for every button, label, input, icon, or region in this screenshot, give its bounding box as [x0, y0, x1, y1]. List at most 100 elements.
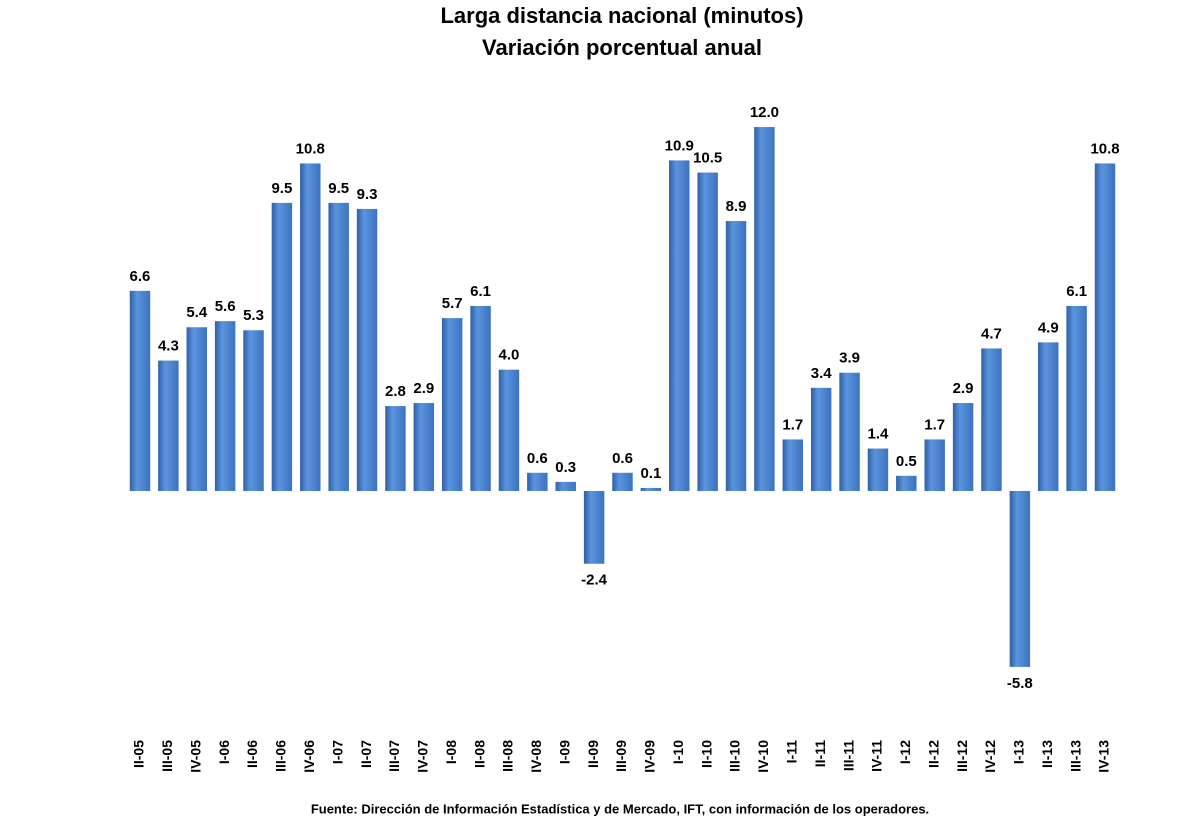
x-tick-label: II-13	[1039, 740, 1055, 768]
bar	[413, 403, 435, 491]
value-label: 6.6	[130, 268, 151, 285]
value-label: 5.4	[186, 304, 208, 321]
value-label: 2.8	[385, 383, 406, 400]
value-label: 2.9	[953, 380, 974, 397]
value-label: 0.1	[640, 465, 661, 482]
bar	[612, 472, 633, 491]
source-note: Fuente: Dirección de Información Estadís…	[311, 801, 929, 816]
bar	[896, 475, 917, 491]
x-tick-label: I-08	[443, 740, 459, 764]
x-tick-label: II-06	[244, 740, 260, 768]
x-tick-label: IV-05	[187, 740, 203, 773]
x-tick-label: II-05	[131, 740, 147, 768]
x-tick-label: III-06	[273, 740, 289, 772]
value-label: 0.6	[527, 450, 548, 467]
bar	[952, 403, 974, 491]
bar	[782, 439, 804, 491]
value-label: 5.7	[442, 295, 463, 312]
x-tick-label: I-13	[1011, 740, 1027, 764]
bar	[839, 372, 860, 491]
value-label: 6.1	[470, 283, 491, 300]
value-label: 0.5	[896, 453, 917, 470]
bar	[981, 348, 1002, 491]
x-tick-label: III-12	[954, 740, 970, 772]
value-label: -2.4	[581, 572, 608, 589]
bar	[470, 305, 491, 491]
x-tick-label: I-06	[216, 740, 232, 764]
bar	[867, 448, 889, 491]
x-tick-label: II-08	[471, 740, 487, 768]
x-tick-label: III-08	[500, 740, 516, 772]
x-tick-label: III-10	[727, 740, 743, 772]
x-tick-label: IV-06	[301, 740, 317, 773]
x-tick-label: III-07	[386, 740, 402, 772]
x-tick-label: I-07	[329, 740, 345, 764]
x-tick-label: IV-12	[982, 740, 998, 773]
bar	[271, 202, 293, 491]
value-label: 1.7	[924, 416, 945, 433]
x-tick-label: III-05	[159, 740, 175, 772]
bar	[697, 172, 718, 491]
bar	[1009, 490, 1031, 667]
x-tick-label: I-10	[670, 740, 686, 764]
bar	[725, 221, 747, 491]
bar	[810, 387, 832, 491]
value-label: 0.3	[555, 459, 576, 476]
value-label: 10.9	[665, 137, 694, 154]
x-tick-label: II-09	[585, 740, 601, 768]
bar	[1066, 305, 1087, 491]
bar	[356, 208, 378, 491]
x-tick-label: IV-11	[869, 740, 885, 772]
x-tick-label: IV-13	[1096, 740, 1112, 773]
value-label: 8.9	[726, 198, 747, 215]
bar	[214, 321, 236, 491]
bar	[300, 163, 321, 491]
bar	[158, 360, 179, 491]
bar	[1038, 342, 1059, 491]
bar	[640, 487, 662, 491]
bar	[669, 160, 690, 491]
x-tick-label: IV-08	[528, 740, 544, 773]
x-tick-label: IV-10	[755, 740, 771, 773]
value-label: -5.8	[1007, 675, 1033, 692]
value-label: 4.0	[499, 347, 520, 364]
bar	[498, 369, 520, 491]
value-label: 1.7	[782, 416, 803, 433]
x-tick-label: I-11	[784, 740, 800, 764]
x-tick-label: I-12	[897, 740, 913, 764]
x-tick-label: II-11	[812, 740, 828, 767]
x-tick-label: IV-09	[642, 740, 658, 773]
chart-subtitle: Variación porcentual anual	[482, 35, 762, 60]
value-label: 9.5	[328, 180, 349, 197]
chart-title: Larga distancia nacional (minutos)	[440, 3, 803, 28]
x-tick-label: I-09	[556, 740, 572, 764]
value-label: 6.1	[1066, 283, 1087, 300]
value-label: 5.6	[215, 298, 236, 315]
x-tick-label: II-07	[358, 740, 374, 768]
bar	[924, 439, 945, 491]
bar	[555, 481, 576, 491]
x-tick-label: II-10	[698, 740, 714, 768]
value-label: 3.9	[839, 350, 860, 367]
value-label: 4.3	[158, 338, 179, 355]
bar	[385, 406, 406, 491]
value-label: 12.0	[750, 104, 779, 121]
value-label: 10.5	[693, 150, 722, 167]
value-label: 1.4	[868, 425, 890, 442]
value-label: 9.3	[357, 186, 378, 203]
bar	[1094, 163, 1116, 491]
value-label: 4.7	[981, 325, 1002, 342]
bar	[583, 490, 605, 564]
bar	[527, 472, 548, 491]
value-label: 10.8	[296, 140, 325, 157]
x-tick-label: IV-07	[415, 740, 431, 773]
x-tick-label: III-11	[840, 740, 856, 771]
x-tick-label: III-13	[1067, 740, 1083, 772]
bar	[243, 330, 264, 491]
x-tick-label: II-12	[925, 740, 941, 768]
bar	[129, 290, 151, 491]
value-label: 0.6	[612, 450, 633, 467]
value-label: 3.4	[811, 365, 833, 382]
bar	[328, 202, 349, 491]
